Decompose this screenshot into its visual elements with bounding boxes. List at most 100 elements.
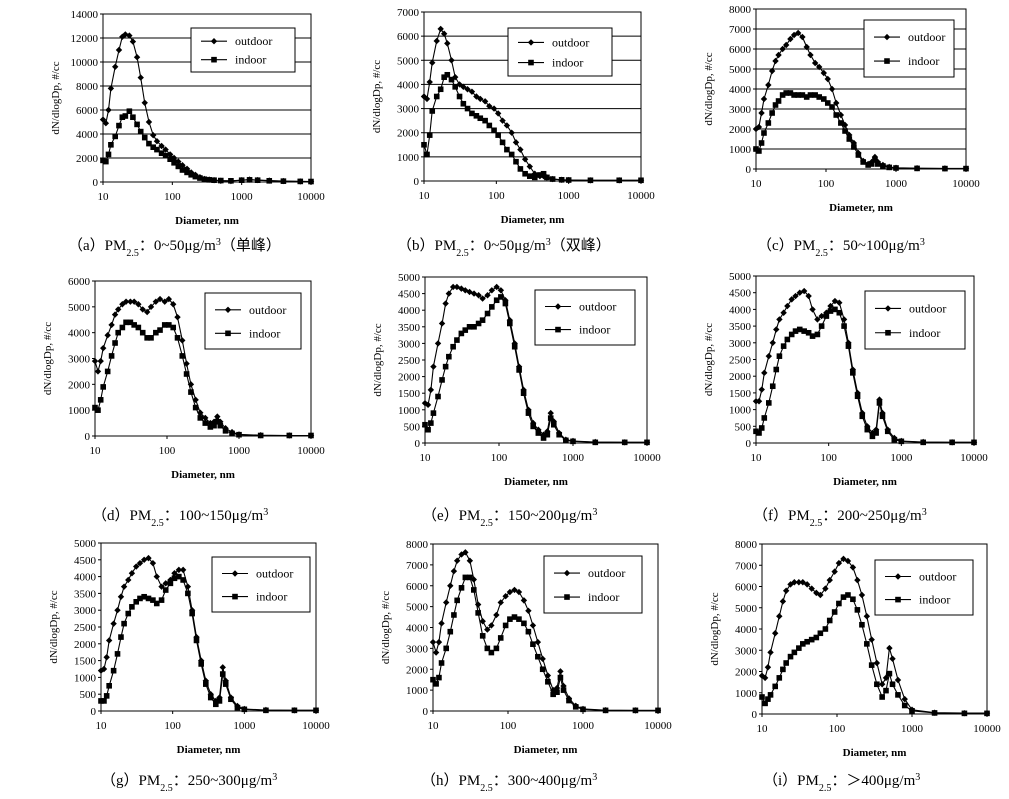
outdoor-point	[464, 86, 471, 93]
legend-box	[204, 292, 302, 350]
indoor-point	[775, 98, 782, 104]
indoor-point	[805, 329, 812, 336]
indoor-point	[126, 108, 133, 114]
y-tick-label: 1000	[68, 405, 91, 417]
indoor-point	[123, 319, 129, 326]
outdoor-point	[475, 292, 482, 299]
indoor-point	[263, 707, 269, 714]
indoor-point	[179, 167, 186, 173]
indoor-point	[511, 343, 518, 350]
indoor-point	[895, 692, 901, 698]
caption-superscript: 3	[263, 507, 268, 518]
y-tick-label: 1000	[735, 688, 758, 700]
chart-panel-e: 0 500 1000 1500 2000 2500 3000 3500 4000 4500 5000…	[372, 272, 661, 529]
indoor-point	[100, 157, 106, 164]
indoor-point	[153, 329, 159, 336]
outdoor-point	[761, 674, 769, 682]
indoor-point	[108, 142, 114, 148]
y-tick-label: 6000	[729, 44, 752, 56]
legend-marker-indoor	[232, 593, 238, 600]
legend-label-outdoor: outdoor	[909, 301, 946, 315]
indoor-point	[207, 694, 214, 701]
outdoor-point	[445, 290, 453, 297]
panel-caption: （b）PM2.5：0~50μg/m3（双峰）	[397, 237, 611, 259]
indoor-point	[135, 324, 142, 331]
indoor-point	[931, 710, 938, 716]
indoor-point	[544, 174, 550, 181]
legend-label-indoor: indoor	[908, 54, 939, 68]
indoor-point	[198, 661, 204, 667]
indoor-point	[566, 697, 572, 704]
y-tick-label: 1000	[397, 152, 420, 164]
x-tick-label: 10	[757, 723, 769, 735]
legend-marker-indoor	[884, 58, 890, 64]
outdoor-point	[775, 51, 782, 59]
legend-box	[507, 27, 613, 77]
indoor-point	[112, 133, 119, 140]
outdoor-point	[776, 613, 783, 620]
y-tick-label: 2000	[398, 372, 421, 384]
legend-marker-outdoor	[210, 38, 218, 45]
outdoor-point	[442, 300, 449, 307]
x-tick-label: 10000	[952, 178, 980, 190]
x-tick-label: 100	[820, 452, 837, 464]
indoor-point	[133, 599, 140, 605]
indoor-point	[869, 433, 876, 440]
indoor-point	[508, 151, 515, 158]
indoor-point	[893, 165, 899, 171]
outdoor-point	[133, 563, 140, 570]
indoor-point	[812, 92, 818, 98]
y-tick-label: 4000	[406, 623, 429, 635]
outdoor-point	[481, 98, 489, 105]
y-tick-label: 4000	[68, 328, 91, 340]
y-tick-label: 4000	[76, 129, 99, 141]
indoor-point	[846, 136, 853, 142]
indoor-point	[473, 113, 480, 119]
indoor-point	[507, 320, 513, 327]
legend: outdoor indoor	[864, 290, 966, 350]
y-tick-label: 8000	[735, 539, 758, 551]
x-axis-title: Diameter, nm	[177, 744, 241, 756]
x-tick-label: 100	[159, 445, 176, 457]
indoor-point	[484, 645, 491, 652]
outdoor-point	[525, 607, 532, 614]
indoor-point	[497, 635, 504, 641]
indoor-point	[479, 633, 486, 639]
outdoor-point	[837, 111, 845, 119]
outdoor-point	[850, 139, 858, 147]
outdoor-point	[792, 292, 799, 300]
indoor-point	[213, 701, 219, 708]
outdoor-point	[765, 352, 772, 360]
y-tick-label: 2500	[729, 355, 752, 367]
panel-caption: （i）PM2.5：＞400μg/m3	[763, 772, 920, 794]
indoor-point	[145, 595, 152, 602]
outdoor-point	[826, 576, 833, 584]
x-tick-label: 10000	[297, 191, 325, 203]
outdoor-point	[94, 368, 102, 375]
outdoor-point	[794, 29, 802, 37]
indoor-point	[139, 329, 146, 336]
indoor-point	[425, 426, 431, 433]
indoor-point	[556, 431, 562, 438]
indoor-point	[767, 692, 774, 698]
outdoor-point	[447, 582, 454, 589]
y-tick-label: 4000	[398, 305, 421, 317]
y-tick-label: 1000	[398, 405, 421, 417]
series-indoor	[98, 573, 319, 714]
outdoor-point	[493, 611, 500, 619]
y-axis-title: dN/dlogDp, #/cc	[48, 590, 60, 663]
outdoor-point	[799, 33, 806, 41]
outdoor-point	[128, 570, 136, 577]
outdoor-point	[435, 638, 443, 646]
indoor-point	[157, 327, 163, 333]
outdoor-point	[788, 296, 795, 303]
indoor-point	[537, 172, 543, 178]
indoor-point	[435, 393, 441, 400]
indoor-point	[471, 324, 477, 330]
indoor-point	[467, 574, 473, 581]
caption-range: ：150~200μg/m	[493, 508, 593, 524]
outdoor-point	[791, 579, 798, 586]
outdoor-point	[755, 398, 763, 405]
x-tick-label: 1000	[901, 723, 924, 735]
